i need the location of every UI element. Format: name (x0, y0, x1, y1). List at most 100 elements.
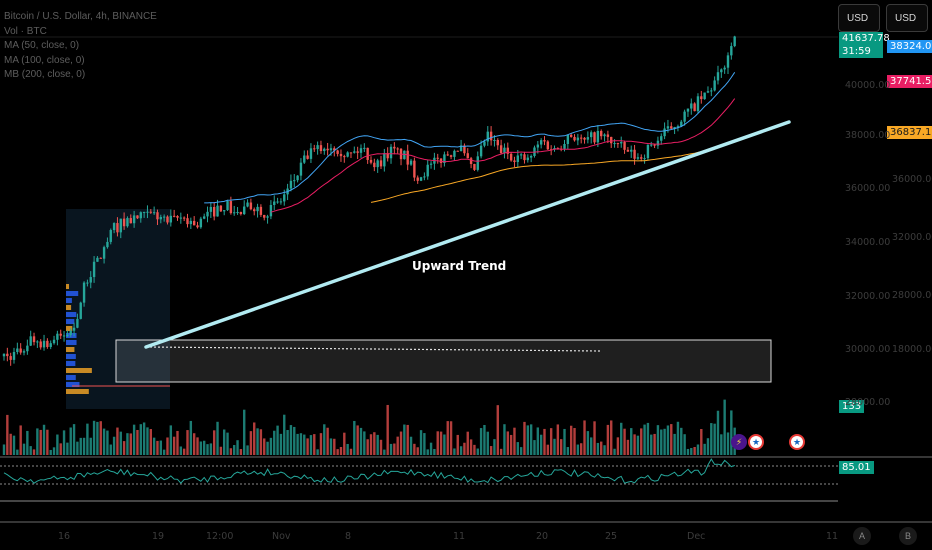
candle-body (329, 148, 333, 151)
volume-bar (229, 448, 233, 455)
volume-bar (276, 425, 279, 455)
volume-bar (99, 421, 102, 455)
candle-body (680, 121, 683, 127)
volume-bar (610, 420, 613, 455)
volume-bar (216, 421, 219, 455)
candle-body (36, 341, 39, 343)
volume-profile-bar (66, 284, 70, 289)
candle-body (56, 333, 59, 340)
candle-body (653, 144, 656, 146)
candle-body (266, 216, 269, 218)
candle-body (663, 128, 666, 137)
volume-bar (239, 449, 243, 455)
volume-bar (12, 435, 16, 455)
volume-bar (309, 435, 313, 455)
us-flag-icon[interactable]: ★ (748, 434, 764, 450)
volume-bar (616, 437, 620, 455)
volume-bar (376, 434, 379, 455)
candle-body (596, 130, 600, 143)
volume-bar (413, 443, 416, 455)
candle-body (209, 206, 213, 212)
time-axis-label: 20 (536, 531, 549, 542)
volume-bar (266, 441, 269, 455)
candle-body (369, 159, 373, 163)
volume-bar (172, 436, 176, 455)
candle-body (99, 257, 102, 259)
us-flag-icon[interactable]: ★ (789, 434, 805, 450)
candle-body (473, 164, 476, 170)
volume-bar (720, 434, 723, 455)
candle-body (42, 340, 46, 348)
volume-bar (516, 442, 519, 455)
volume-bar (182, 448, 186, 455)
candle-body (600, 130, 603, 137)
volume-bar (429, 442, 433, 455)
volume-bar (443, 434, 446, 455)
candle-body (2, 353, 6, 357)
candle-body (429, 163, 433, 165)
candle-body (459, 145, 463, 152)
currency-button-left[interactable]: USD (838, 4, 880, 32)
volume-bar (166, 437, 169, 455)
volume-bar (600, 441, 603, 455)
volume-bar (86, 423, 89, 455)
candle-body (259, 206, 263, 215)
candle-body (546, 141, 550, 150)
lightning-icon[interactable]: ⚡ (731, 434, 747, 450)
y-axis-label: 40000.00 (845, 80, 891, 91)
candle-body (643, 158, 646, 160)
volume-bar (316, 449, 319, 455)
auto-scale-button[interactable]: A (853, 527, 871, 545)
volume-bar (533, 440, 536, 455)
candle-body (633, 149, 636, 159)
candle-body (423, 176, 426, 178)
volume-bar (289, 425, 293, 455)
volume-bar (189, 420, 193, 455)
candle-body (583, 137, 586, 140)
candle-body (486, 131, 489, 142)
volume-bar (479, 428, 483, 455)
volume-bar (279, 433, 283, 455)
currency-button-right[interactable]: USD (886, 4, 928, 32)
volume-bar (406, 424, 409, 455)
candle-body (426, 164, 429, 177)
candle-body (162, 216, 166, 218)
volume-bar (586, 431, 590, 455)
candle-body (706, 91, 710, 93)
candle-body (630, 149, 633, 152)
ma-slow-line (370, 139, 735, 203)
candle-body (46, 340, 49, 347)
ma-fast-line (204, 72, 736, 204)
volume-bar (396, 436, 399, 455)
candle-body (102, 247, 106, 259)
candle-body (476, 156, 479, 170)
candle-body (66, 334, 69, 336)
candle-body (656, 140, 660, 146)
volume-bar (296, 433, 299, 455)
volume-bar (453, 448, 456, 455)
volume-bar (593, 421, 596, 455)
candle-body (446, 154, 449, 156)
candle-body (579, 137, 583, 139)
candle-body (226, 201, 229, 211)
volume-bar (613, 448, 616, 455)
candle-body (573, 136, 576, 141)
volume-profile-bar (66, 375, 76, 380)
legend-mb200: MB (200, close, 0) (4, 69, 86, 80)
candle-body (566, 134, 570, 144)
volume-bar (620, 422, 623, 455)
candle-body (463, 145, 466, 154)
volume-bar (686, 448, 690, 455)
volume-bar (82, 437, 86, 455)
candle-body (339, 153, 343, 157)
time-axis-label: 11 (453, 531, 466, 542)
candle-body (299, 162, 303, 176)
log-scale-button[interactable]: B (899, 527, 917, 545)
candle-body (523, 154, 526, 161)
candle-body (519, 154, 523, 156)
volume-bar (156, 440, 159, 455)
volume-bar (569, 425, 573, 455)
candle-body (246, 202, 249, 207)
volume-bar (142, 422, 146, 455)
